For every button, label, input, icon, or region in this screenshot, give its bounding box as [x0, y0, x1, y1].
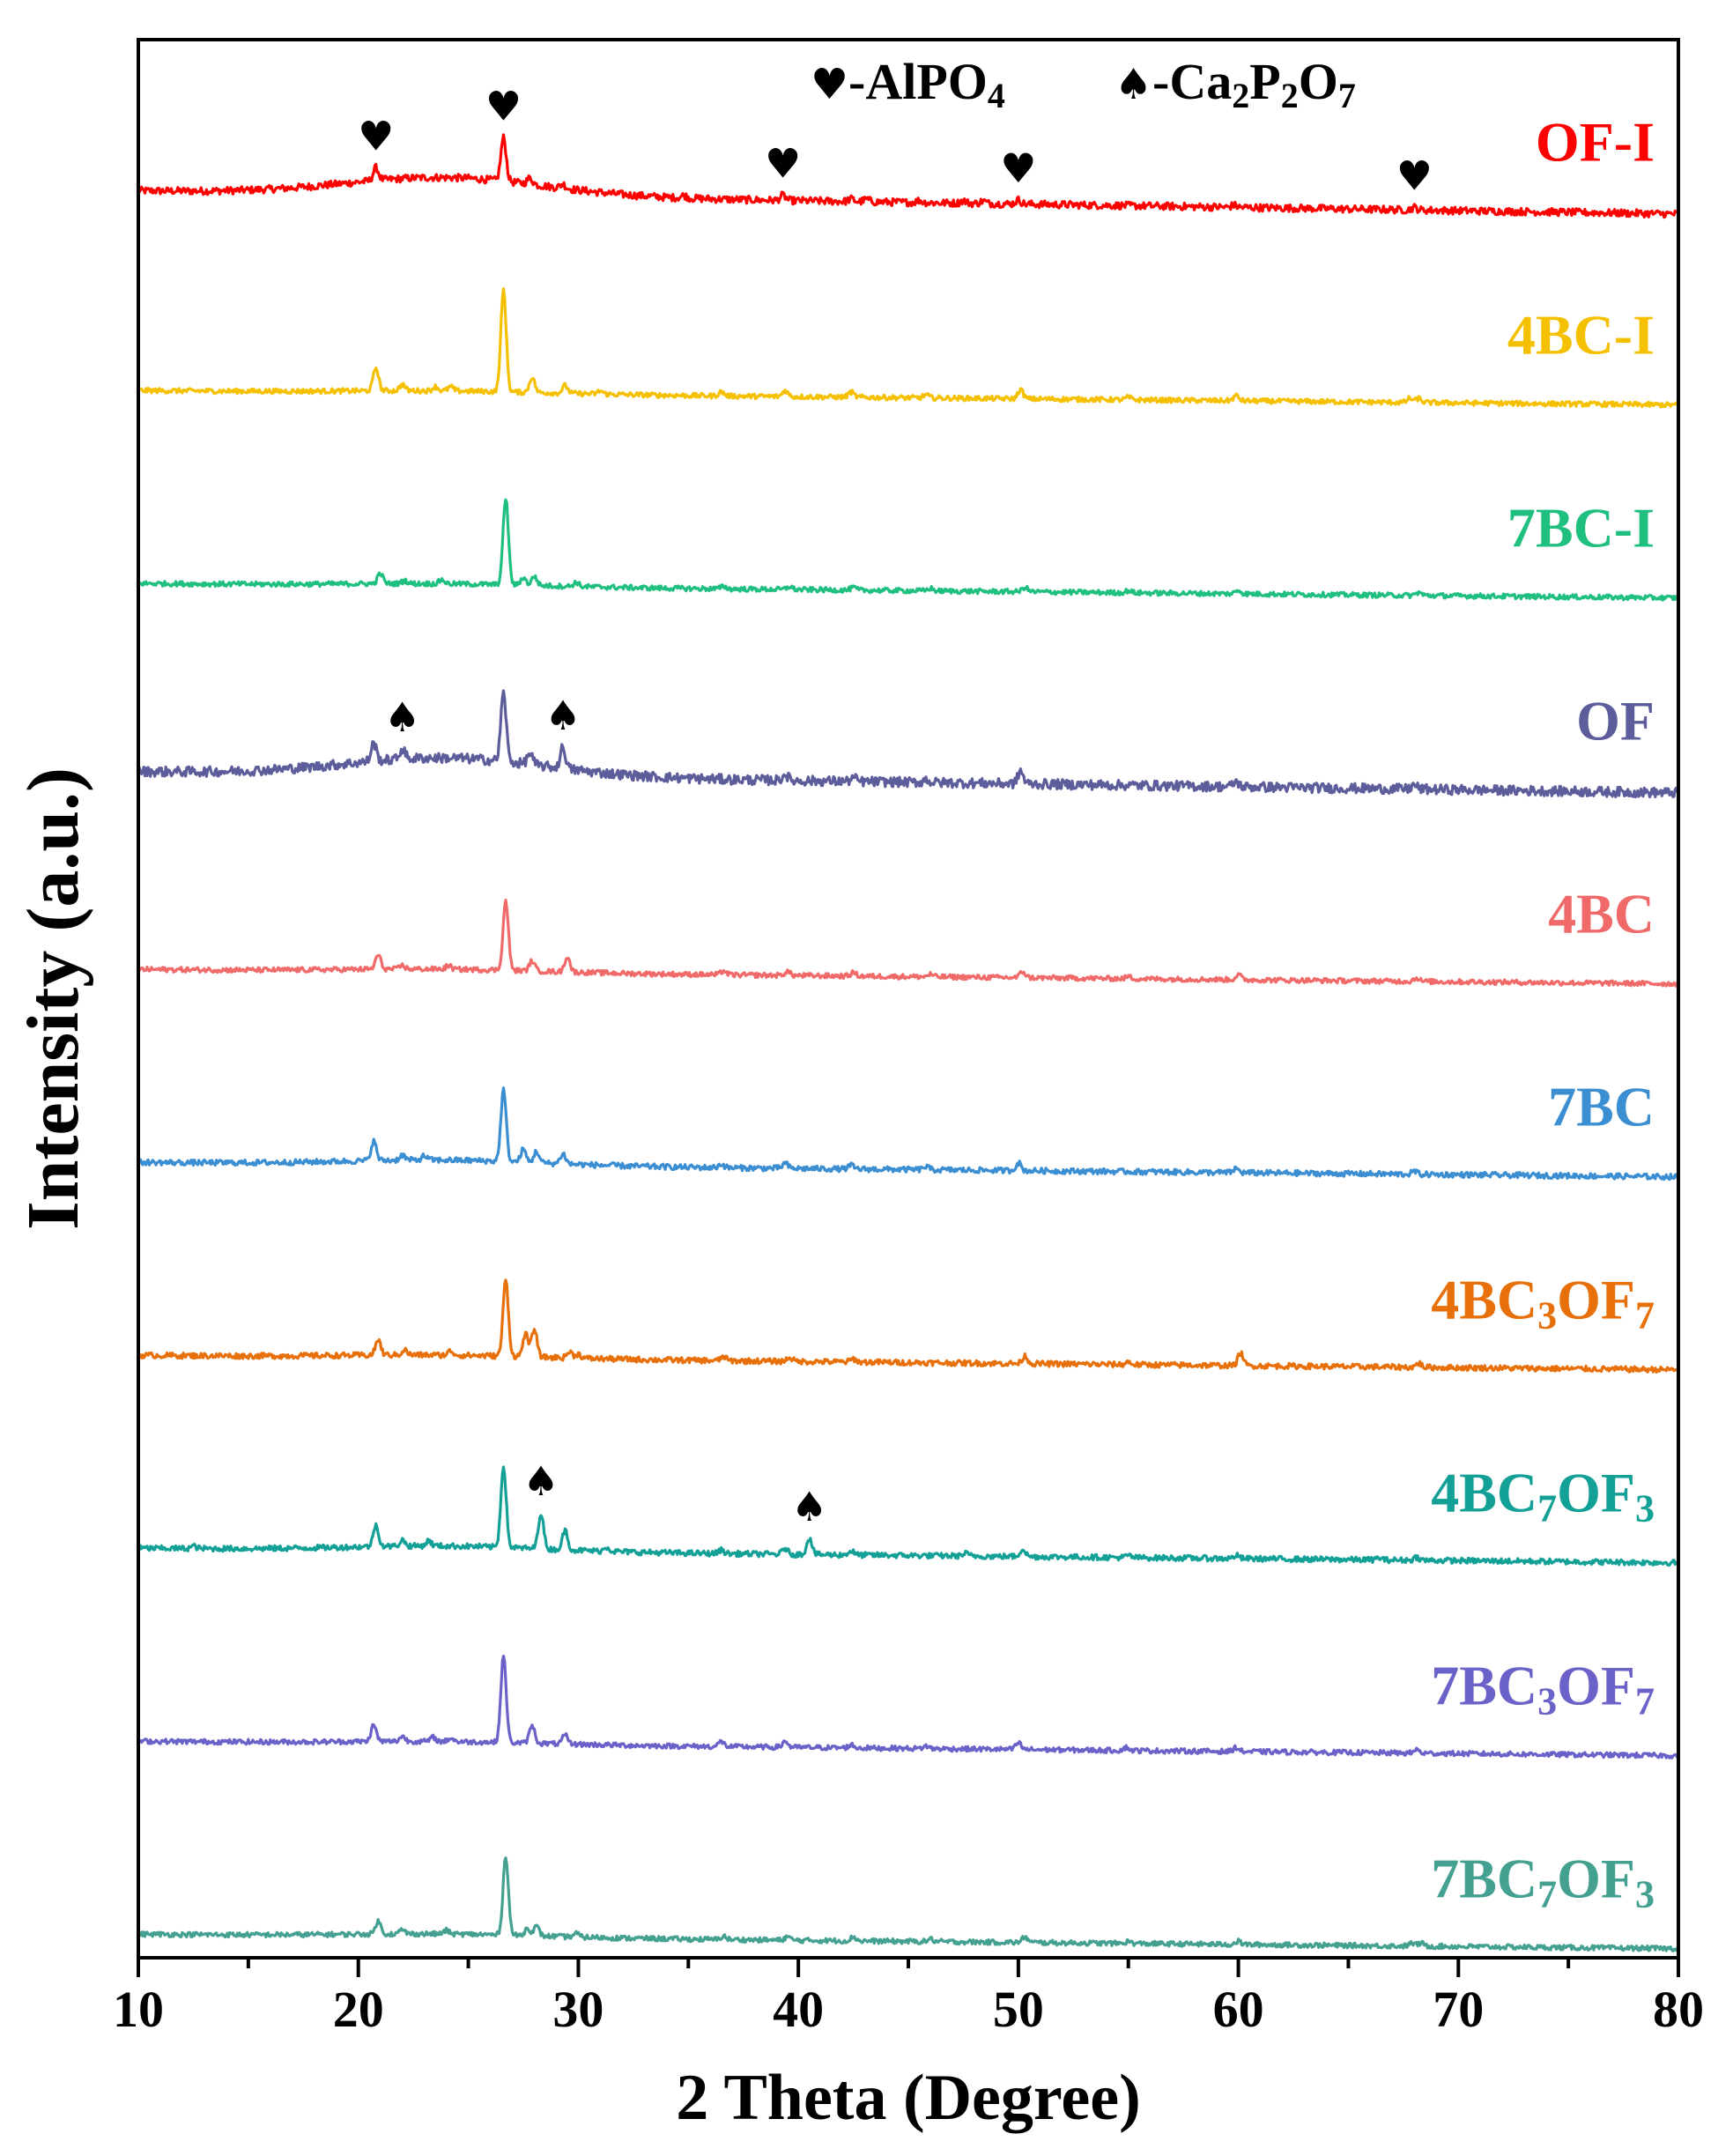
series-label-OF-I: OF-I: [1536, 111, 1655, 174]
x-tick-label-70: 70: [1433, 1981, 1484, 2038]
peak-marker-OF-I-4: ♥: [1396, 152, 1433, 199]
series-line-4BC-I: [137, 287, 1679, 409]
tick-layer: 10 20 30 40 50 60 70 80: [113, 1958, 1704, 2038]
series-line-7BC3OF7: [137, 1655, 1680, 1760]
legend-ca2p2o7: ♠-Ca2P2O7: [1115, 53, 1356, 115]
series-line-4BC3OF7: [137, 1278, 1680, 1374]
series-line-4BC7OF3: [137, 1465, 1680, 1567]
series-label-4BC: 4BC: [1548, 883, 1655, 945]
peak-marker-OF-I-2: ♥: [765, 140, 801, 188]
series-line-7BC7OF3: [137, 1856, 1680, 1952]
x-tick-label-60: 60: [1213, 1981, 1264, 2038]
series-layer: [137, 133, 1680, 1952]
peak-marker-4BC7OF3-1: ♠: [791, 1483, 827, 1530]
series-label-layer: OF-I 4BC-I 7BC-I OF 4BC 7BC 4BC3OF7 4BC7OF3 7BC3…: [1431, 111, 1655, 1916]
legend-alpo4: ♥-AlPO4: [811, 53, 1005, 115]
peak-marker-OF-1: ♠: [544, 692, 581, 739]
x-tick-label-50: 50: [993, 1981, 1044, 2038]
peak-marker-OF-I-1: ♥: [485, 82, 522, 130]
series-label-7BC3OF7: 7BC3OF7: [1431, 1655, 1655, 1723]
x-axis-title: 2 Theta (Degree): [676, 2062, 1140, 2134]
peak-marker-4BC7OF3-0: ♠: [522, 1457, 559, 1505]
series-line-7BC-I: [137, 498, 1680, 602]
series-label-7BC: 7BC: [1548, 1076, 1655, 1138]
marker-layer: ♥ ♥ ♥ ♥ ♥ ♠ ♠ ♠ ♠: [358, 82, 1433, 1530]
series-line-OF: [137, 689, 1680, 799]
legend: ♥-AlPO4 ♠-Ca2P2O7: [811, 53, 1356, 115]
x-tick-label-10: 10: [113, 1981, 164, 2038]
y-axis-title: Intensity (a.u.): [12, 767, 94, 1230]
series-label-OF: OF: [1576, 690, 1655, 752]
series-label-4BC7OF3: 4BC7OF3: [1431, 1462, 1655, 1530]
peak-marker-OF-0: ♠: [384, 693, 420, 741]
x-tick-label-80: 80: [1653, 1981, 1704, 2038]
x-tick-label-30: 30: [552, 1981, 604, 2038]
x-tick-label-20: 20: [333, 1981, 384, 2038]
peak-marker-OF-I-3: ♥: [1000, 144, 1036, 192]
series-line-OF-I: [137, 133, 1679, 219]
series-label-4BC3OF7: 4BC3OF7: [1431, 1269, 1655, 1337]
series-line-4BC: [137, 898, 1680, 988]
series-line-7BC: [137, 1086, 1679, 1182]
peak-marker-OF-I-0: ♥: [358, 112, 394, 159]
series-label-4BC-I: 4BC-I: [1507, 304, 1655, 367]
series-label-7BC7OF3: 7BC7OF3: [1431, 1848, 1655, 1916]
x-tick-label-40: 40: [773, 1981, 824, 2038]
series-label-7BC-I: 7BC-I: [1507, 497, 1655, 559]
